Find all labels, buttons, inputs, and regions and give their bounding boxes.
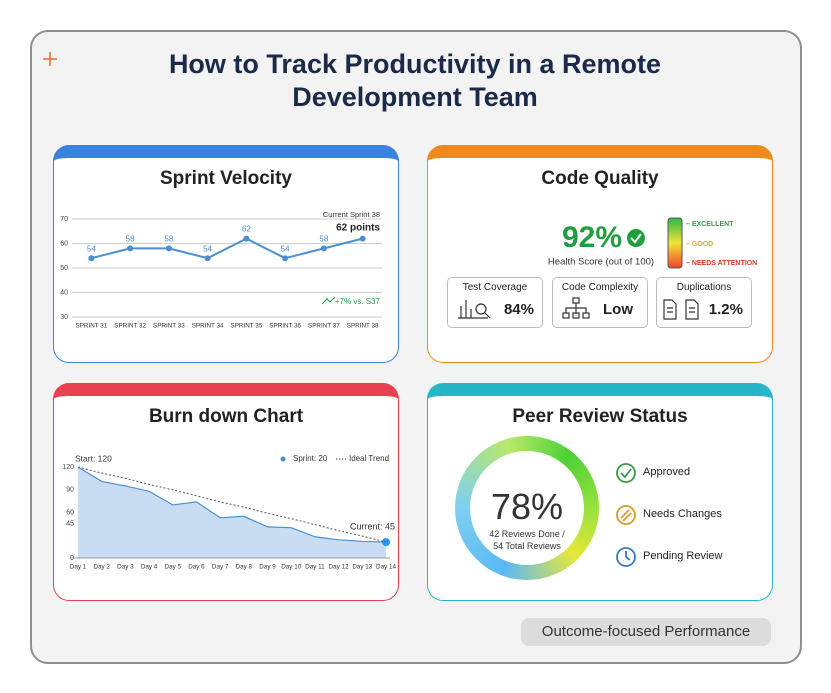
review-percent: 78% [490,486,564,527]
sparkle [43,52,57,66]
x-tick-label: SPRINT 38 [347,323,379,330]
point [204,255,211,262]
series-line [91,237,363,260]
card-title: Peer Review Status [512,406,688,427]
y-tick-label: 60 [60,240,68,247]
burndown-card: Burn down Chart [53,383,399,601]
legend-swatch [280,456,286,462]
status-label: Pending Review [643,550,723,562]
y-tick-label: 40 [60,289,68,296]
legend-label: Ideal Trend [349,454,389,463]
value-label: 54 [203,244,212,253]
metric-value: Low [603,301,633,318]
annotation: Current Sprint 38 [323,210,380,219]
check-mark [630,233,642,244]
metric-label: Duplications [676,282,732,293]
annotation: +7% vs. S37 [335,297,381,306]
status-label: Needs Changes [643,508,722,520]
annotation: Start: 120 [75,453,112,463]
metric-value: 84% [503,301,534,318]
health-legend: – NEEDS ATTENTION [686,260,757,267]
point [88,255,95,262]
x-tick-label: SPRINT 32 [114,323,146,330]
review-ring [455,436,599,580]
annotation: 62 points [336,223,380,234]
review-detail: 54 Total Reviews [493,541,561,551]
status-icons [616,463,636,567]
health-bar [667,217,683,269]
duplication-icon [663,299,699,320]
card-title: Code Quality [541,168,659,189]
x-tick-label: Day 12 [329,564,349,571]
card-title: Burn down Chart [148,406,304,427]
x-tick-label: Day 4 [141,564,158,571]
value-label: 58 [164,235,173,244]
coverage-icon [458,300,491,319]
complexity-icon [562,297,590,319]
value-label: 54 [87,244,96,253]
footer-pill: Outcome-focused Performance [521,618,771,646]
metric-card: Duplications 1.2% [656,277,752,328]
point [243,235,250,242]
trend-icon [321,296,336,305]
value-label: 58 [319,235,328,244]
metric-label: Code Complexity [561,282,639,293]
x-tick-label: Day 1 [70,564,87,571]
point [282,255,289,262]
y-tick-label: 60 [66,509,74,516]
x-tick-label: SPRINT 35 [231,323,263,330]
value-label: 62 [242,225,251,234]
x-tick-label: Day 14 [376,564,396,571]
page-title: How to Track Productivity in a Remote De… [168,49,662,112]
card-title: Sprint Velocity [160,168,292,189]
metric-value: 1.2% [708,301,743,318]
y-tick-label: 90 [66,487,74,494]
x-tick-label: Day 10 [281,564,301,571]
series-line [77,466,387,543]
x-tick-label: Day 2 [93,564,110,571]
health-legend: – EXCELLENT [686,221,734,228]
metric-card: Test Coverage 84% [447,277,543,328]
health-score: 92% [562,221,622,254]
velocity-card: Sprint Velocity [53,145,399,363]
y-tick-label: 70 [60,216,68,223]
x-tick-label: Day 9 [259,564,276,571]
check-icon [627,229,645,247]
x-tick-label: Day 5 [165,564,182,571]
annotation: Current: 45 [350,521,395,531]
point [359,235,366,242]
x-tick-label: SPRINT 34 [192,323,224,330]
y-tick-label: 120 [62,464,74,471]
status-label: Approved [643,466,691,478]
ring-hole [470,451,584,565]
point [320,245,327,252]
x-tick-label: Day 6 [188,564,205,571]
metric-label: Test Coverage [462,282,528,293]
x-tick-label: SPRINT 33 [153,323,185,330]
x-tick-label: Day 7 [212,564,229,571]
x-tick-label: Day 8 [236,564,253,571]
x-tick-label: Day 11 [305,564,325,571]
value-label: 58 [126,235,135,244]
value-label: 54 [281,244,290,253]
x-tick-label: SPRINT 37 [308,323,340,330]
legend-label: Sprint: 20 [293,454,328,463]
y-tick-label: 30 [60,314,68,321]
x-tick-label: Day 13 [352,564,372,571]
review-detail: 42 Reviews Done / [489,529,565,539]
x-tick-label: Day 3 [117,564,134,571]
x-tick-label: SPRINT 31 [76,323,108,330]
area [78,467,386,558]
metric-card: Code Complexity Low [552,277,648,328]
score-label: Health Score (out of 100) [548,257,654,268]
point [127,245,134,252]
health-legend: – GOOD [686,241,713,248]
x-tick-label: SPRINT 36 [269,323,301,330]
y-tick-label: 50 [60,265,68,272]
trend-line [77,466,387,543]
y-tick-label: 45 [66,521,74,528]
point [165,245,172,252]
